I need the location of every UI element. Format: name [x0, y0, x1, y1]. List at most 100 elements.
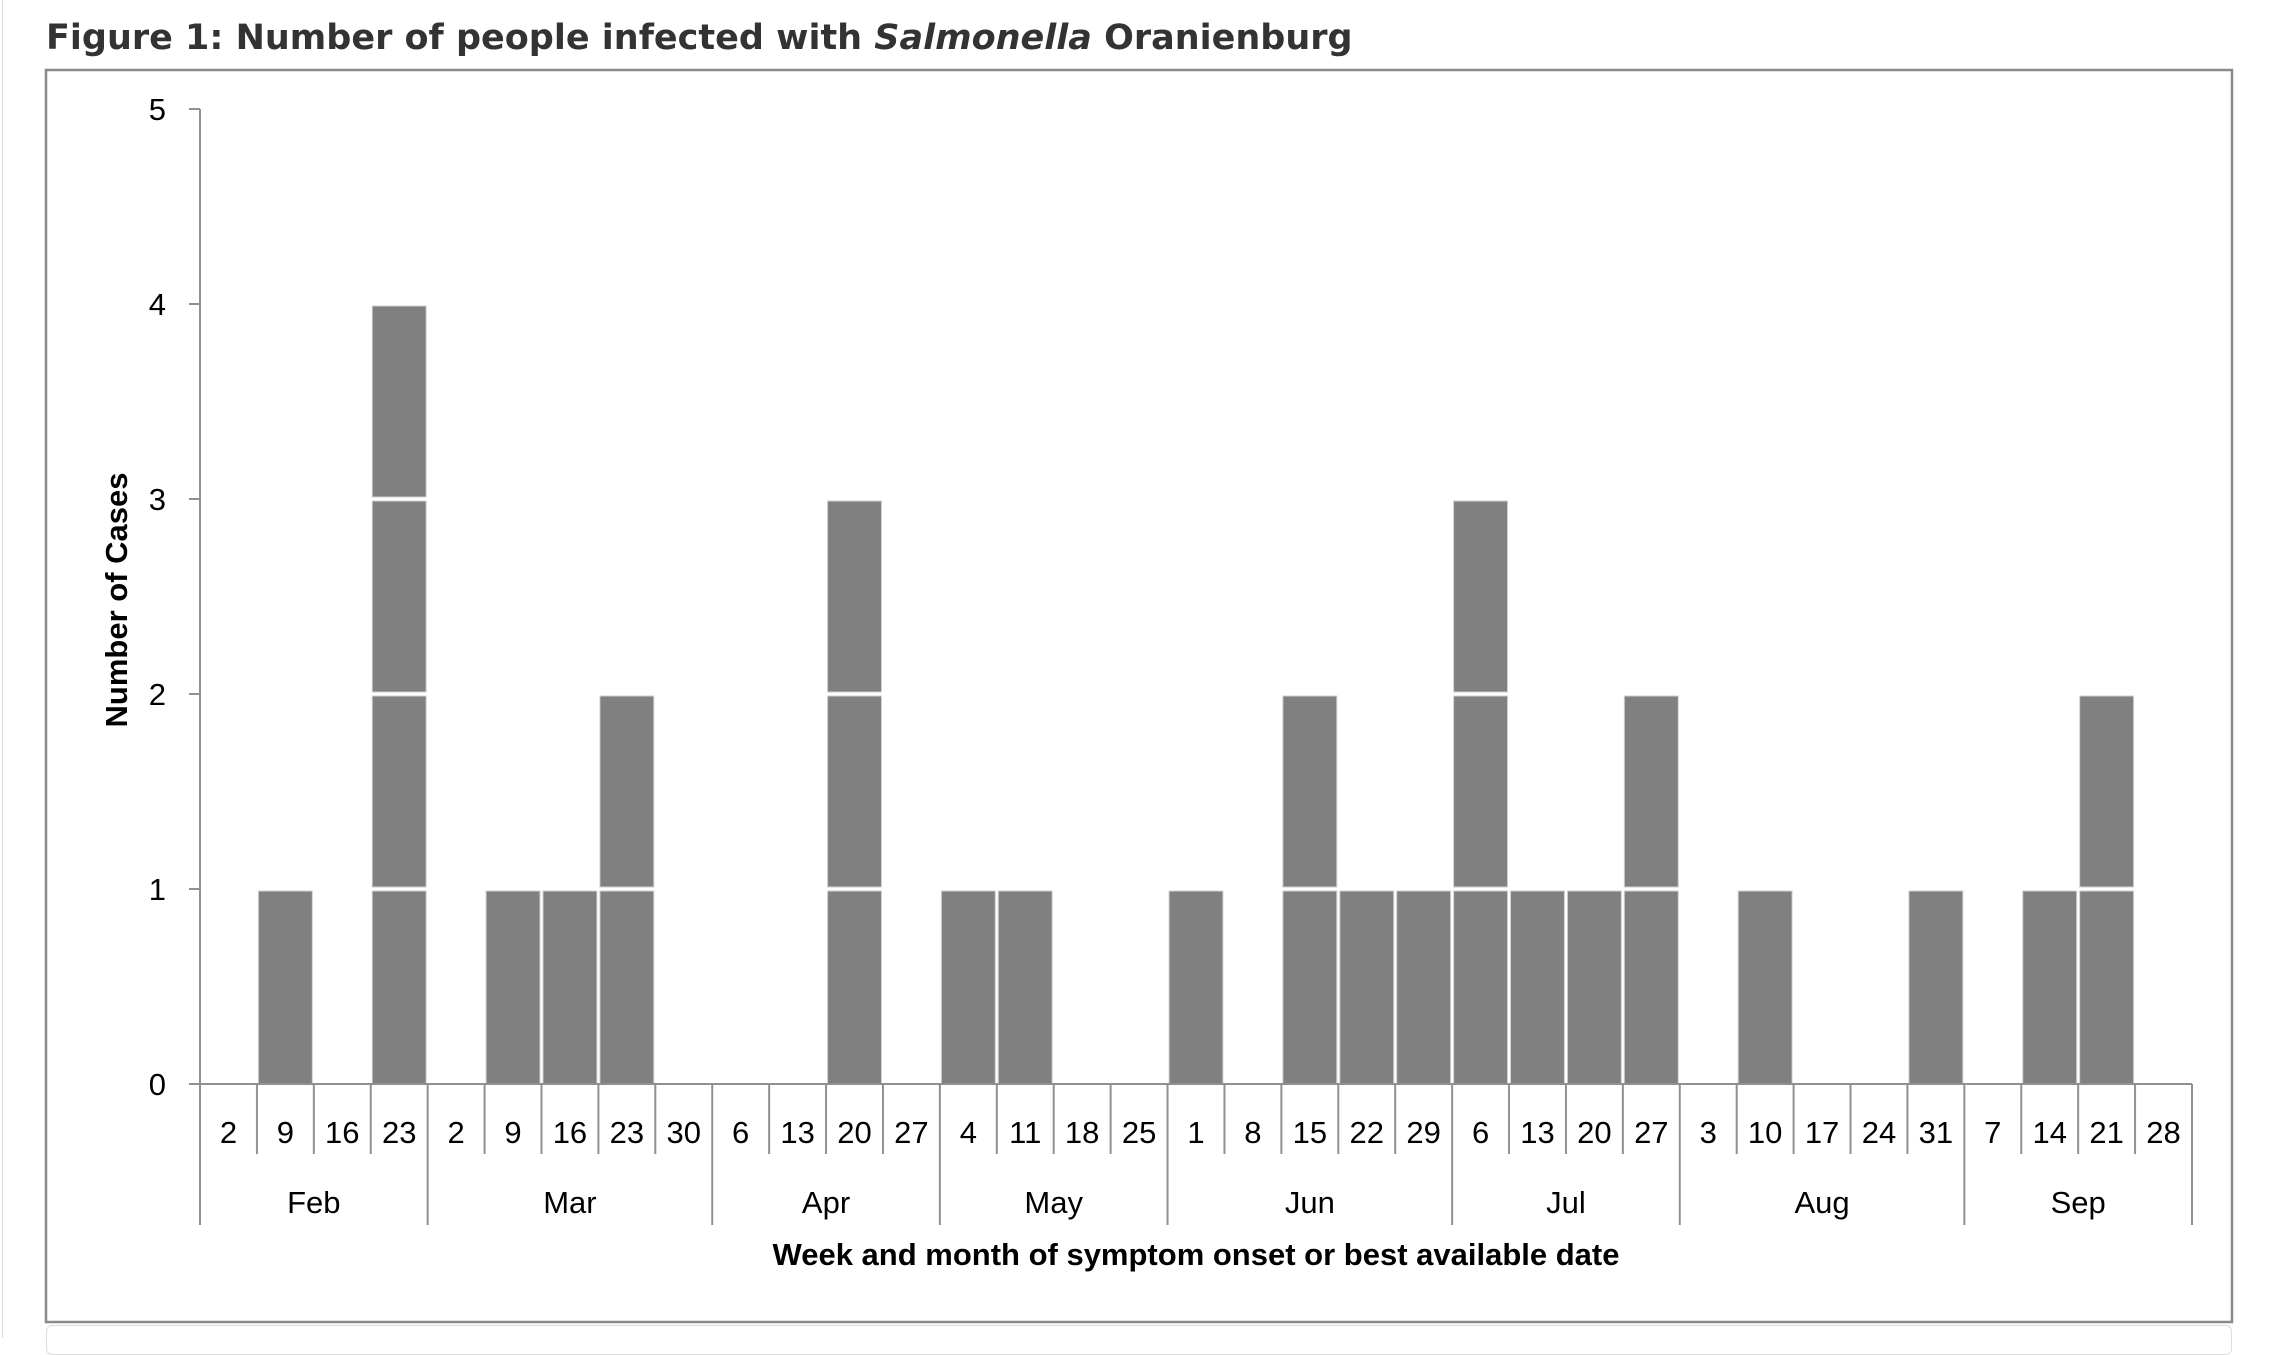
bar-cell	[1396, 890, 1452, 1085]
bar-cell	[1908, 890, 1964, 1085]
x-week-label: 2	[447, 1115, 464, 1150]
bar	[371, 305, 427, 1085]
bar-cell	[827, 890, 882, 1085]
y-tick-label: 5	[149, 92, 166, 127]
x-month-label: Mar	[543, 1185, 596, 1220]
x-month-label: Sep	[2051, 1185, 2106, 1220]
bar-cell	[371, 890, 427, 1085]
chart-title-prefix: Figure 1: Number of people infected with	[46, 18, 874, 58]
x-week-label: 29	[1406, 1115, 1440, 1150]
x-week-label: 1	[1187, 1115, 1204, 1150]
x-week-label: 6	[732, 1115, 749, 1150]
x-week-label: 22	[1350, 1115, 1384, 1150]
bar	[2079, 695, 2135, 1085]
x-week-label: 9	[277, 1115, 294, 1150]
x-week-label: 30	[667, 1115, 701, 1150]
x-week-label: 4	[960, 1115, 977, 1150]
x-week-label: 23	[610, 1115, 644, 1150]
x-week-label: 16	[553, 1115, 587, 1150]
x-week-label: 20	[837, 1115, 871, 1150]
x-week-label: 27	[1634, 1115, 1668, 1150]
bar	[1737, 890, 1793, 1085]
bar-cell	[1282, 695, 1338, 888]
y-axis-title: Number of Cases	[99, 473, 134, 728]
x-week-label: 14	[2032, 1115, 2066, 1150]
x-week-label: 24	[1862, 1115, 1896, 1150]
bar-cell	[371, 305, 427, 498]
y-tick-label: 2	[149, 677, 166, 712]
chart-frame	[44, 68, 2234, 1324]
bar	[2022, 890, 2078, 1085]
bar	[485, 890, 541, 1085]
chart-title-italic: Salmonella	[874, 18, 1092, 58]
y-tick-label: 1	[149, 872, 166, 907]
bottom-panel	[46, 1325, 2232, 1355]
y-tick-label: 3	[149, 482, 166, 517]
x-week-label: 17	[1805, 1115, 1839, 1150]
bar-cell	[485, 890, 541, 1085]
bar-cell	[2022, 890, 2078, 1085]
x-week-label: 25	[1122, 1115, 1156, 1150]
x-week-label: 13	[1520, 1115, 1554, 1150]
bar-cell	[1737, 890, 1793, 1085]
bar-cell	[827, 500, 882, 693]
y-tick-label: 4	[149, 287, 166, 322]
bar-cell	[542, 890, 598, 1085]
bar-cell	[1282, 890, 1338, 1085]
x-axis-title: Week and month of symptom onset or best …	[773, 1237, 1620, 1272]
x-month-label: Jul	[1546, 1185, 1586, 1220]
x-week-label: 7	[1984, 1115, 2001, 1150]
x-week-label: 20	[1577, 1115, 1611, 1150]
chart-title: Figure 1: Number of people infected with…	[46, 18, 1353, 58]
bar-cell	[257, 890, 313, 1085]
bar	[257, 890, 313, 1085]
x-week-label: 13	[780, 1115, 814, 1150]
bar	[1510, 890, 1565, 1085]
x-week-label: 31	[1919, 1115, 1953, 1150]
x-week-label: 18	[1065, 1115, 1099, 1150]
bar	[1453, 500, 1509, 1085]
x-month-label: Aug	[1794, 1185, 1849, 1220]
bar	[542, 890, 598, 1085]
bar-cell	[1168, 890, 1224, 1085]
bar	[599, 695, 655, 1085]
x-month-label: May	[1024, 1185, 1083, 1220]
x-week-label: 3	[1700, 1115, 1717, 1150]
y-tick-label: 0	[149, 1067, 166, 1102]
x-week-label: 21	[2089, 1115, 2123, 1150]
bar	[1339, 890, 1395, 1085]
bar-cell	[1453, 695, 1509, 888]
x-week-label: 6	[1472, 1115, 1489, 1150]
bar	[1396, 890, 1452, 1085]
x-week-label: 2	[220, 1115, 237, 1150]
bar-cell	[599, 890, 655, 1085]
bar	[827, 500, 882, 1085]
x-week-label: 15	[1293, 1115, 1327, 1150]
bar-cell	[371, 500, 427, 693]
x-week-label: 23	[382, 1115, 416, 1150]
bar	[997, 890, 1053, 1085]
bar-cell	[1623, 695, 1679, 888]
bar-cell	[1566, 890, 1622, 1085]
bar-cell	[371, 695, 427, 888]
x-week-label: 9	[504, 1115, 521, 1150]
x-month-label: Feb	[287, 1185, 340, 1220]
bar	[1282, 695, 1338, 1085]
bars-group	[257, 305, 2135, 1085]
bar	[1168, 890, 1224, 1085]
x-month-label: Jun	[1285, 1185, 1335, 1220]
x-month-label: Apr	[802, 1185, 850, 1220]
bar-cell	[1453, 500, 1509, 693]
bar-cell	[2079, 890, 2135, 1085]
bar-cell	[1339, 890, 1395, 1085]
y-axis: 0 1 2 3 4 5	[149, 92, 201, 1102]
bar-cell	[997, 890, 1053, 1085]
bar-cell	[940, 890, 996, 1085]
x-week-label: 16	[325, 1115, 359, 1150]
x-week-label: 28	[2146, 1115, 2180, 1150]
page-edge-line	[2, 0, 3, 1338]
chart-title-suffix: Oranienburg	[1092, 18, 1353, 58]
bar	[1566, 890, 1622, 1085]
